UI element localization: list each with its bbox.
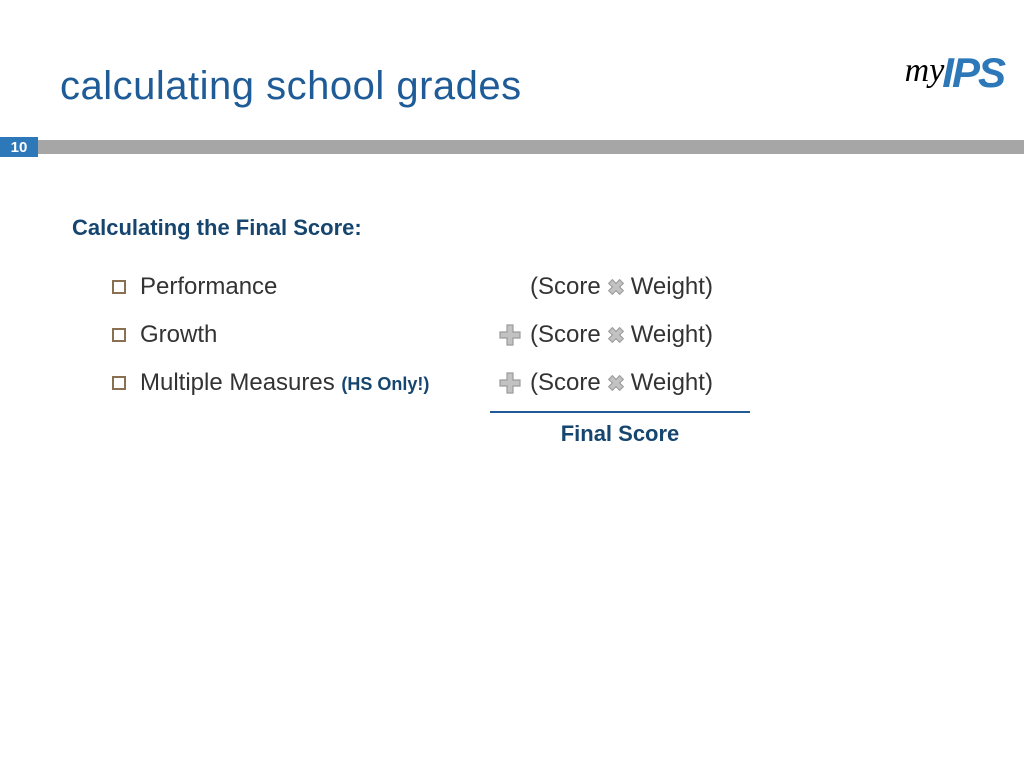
formula-cell: (Score Weight) [530,273,713,301]
final-score-row: Final Score [72,407,964,451]
formula-row: Multiple Measures (HS Only!) (Score Weigh… [112,359,964,407]
row-label-text: Multiple Measures [140,369,341,396]
row-label-text: Growth [140,321,217,348]
multiply-icon [605,276,627,298]
logo: my IPS [905,52,1004,92]
plus-icon [498,371,522,395]
formula-left: (Score [530,321,601,349]
plus-cell [490,323,530,347]
subheading: Calculating the Final Score: [72,215,964,241]
page-number-badge: 10 [0,137,38,157]
formula-row: Performance (Score Weight) [112,263,964,311]
square-bullet-icon [112,280,126,294]
header-gray-bar [38,140,1024,154]
formula-cell: (Score Weight) [530,321,713,349]
row-label: Performance [140,273,490,301]
row-label: Multiple Measures (HS Only!) [140,369,490,397]
square-bullet-icon [112,328,126,342]
plus-icon [498,323,522,347]
formula-left: (Score [530,369,601,397]
final-score-label: Final Score [490,421,750,447]
plus-cell [490,371,530,395]
logo-ips-text: IPS [942,54,1004,92]
content-area: Calculating the Final Score: Performance… [72,215,964,451]
square-bullet-icon [112,376,126,390]
formula-right: Weight) [631,273,713,301]
formula-right: Weight) [631,369,713,397]
header-bar: 10 [0,137,1024,157]
formula-left: (Score [530,273,601,301]
row-label-text: Performance [140,273,277,300]
logo-my-text: my [905,52,945,90]
formula-row: Growth (Score Weight) [112,311,964,359]
formula-right: Weight) [631,321,713,349]
sum-line [490,411,750,413]
formula-cell: (Score Weight) [530,369,713,397]
slide-title: calculating school grades [60,64,522,109]
row-label: Growth [140,321,490,349]
row-note: (HS Only!) [341,374,429,394]
multiply-icon [605,372,627,394]
formula-rows: Performance (Score Weight) Growth (Score We… [112,263,964,407]
multiply-icon [605,324,627,346]
